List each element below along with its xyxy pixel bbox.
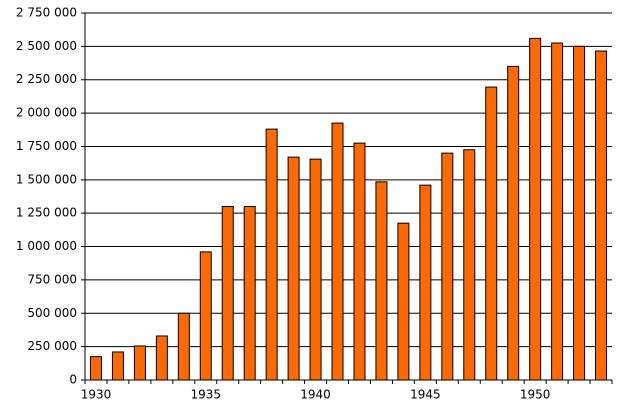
x-tick-label: 1950 <box>520 388 551 402</box>
bar <box>309 158 322 381</box>
y-tick-label: 1 500 000 <box>16 172 77 186</box>
y-tick-label: 2 500 000 <box>16 39 77 53</box>
bar <box>485 86 498 381</box>
bar <box>529 37 542 381</box>
y-tick-label: 500 000 <box>27 306 77 320</box>
x-tick-label: 1935 <box>190 388 221 402</box>
y-tick-label: 1 000 000 <box>16 239 77 253</box>
x-tick-label: 1945 <box>410 388 441 402</box>
bar <box>133 345 146 381</box>
bar <box>221 206 234 381</box>
bar <box>463 149 476 381</box>
bar <box>265 128 278 381</box>
bar <box>199 251 212 381</box>
y-tick-label: 0 <box>69 373 77 387</box>
bar <box>507 65 520 381</box>
y-tick-label: 1 750 000 <box>16 139 77 153</box>
bar <box>287 156 300 381</box>
bar <box>331 122 344 381</box>
bar <box>595 50 608 381</box>
bar <box>573 45 586 381</box>
bar <box>243 206 256 381</box>
bar <box>155 335 168 381</box>
bar <box>375 181 388 381</box>
bar <box>177 312 190 381</box>
bar <box>551 42 564 381</box>
y-tick-label: 750 000 <box>27 272 77 286</box>
y-tick-label: 2 250 000 <box>16 72 77 86</box>
bar <box>419 184 432 381</box>
bar <box>353 142 366 381</box>
bar <box>441 152 454 381</box>
y-tick-label: 2 750 000 <box>16 6 77 20</box>
y-tick-label: 1 250 000 <box>16 206 77 220</box>
x-tick-label: 1940 <box>300 388 331 402</box>
bar <box>89 356 102 381</box>
bar <box>397 222 410 381</box>
x-tick-label: 1930 <box>81 388 112 402</box>
bar <box>111 351 124 381</box>
y-tick-label: 2 000 000 <box>16 106 77 120</box>
y-tick-label: 250 000 <box>27 339 77 353</box>
